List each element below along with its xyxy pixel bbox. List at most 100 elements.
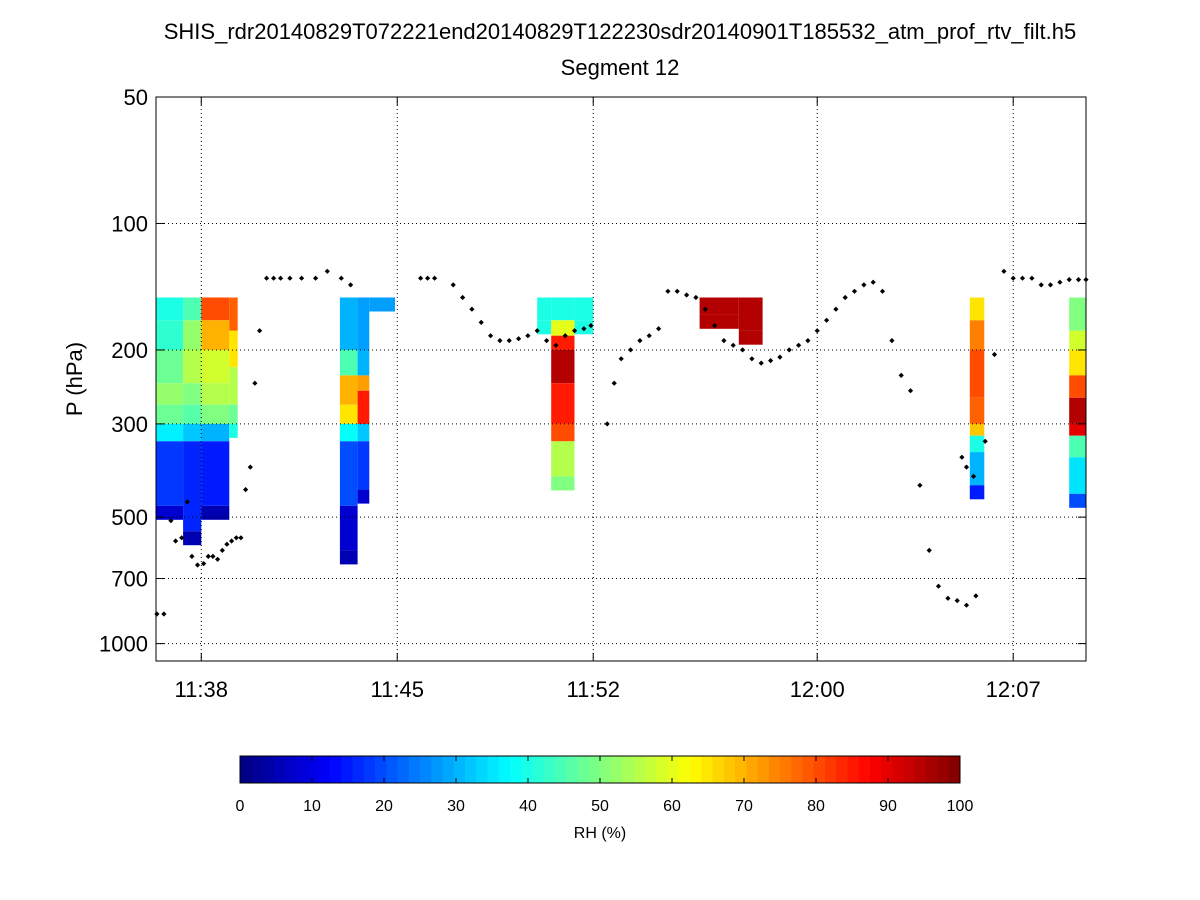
rh-cell: [229, 330, 238, 368]
scatter-point: [264, 275, 270, 281]
rh-cell: [969, 320, 985, 350]
scatter-point: [205, 553, 211, 559]
scatter-point: [425, 275, 431, 281]
y-tick-label: 100: [111, 211, 148, 236]
colorbar-segment: [386, 756, 398, 783]
rh-cell: [201, 423, 230, 442]
rh-cell: [183, 441, 202, 532]
scatter-point: [278, 275, 284, 281]
rh-cell: [738, 297, 763, 331]
rh-cells: [156, 297, 1086, 565]
chart-subtitle: Segment 12: [560, 55, 680, 80]
rh-cell: [551, 441, 575, 477]
colorbar-segment: [363, 756, 376, 783]
rh-cell: [969, 397, 985, 424]
rh-cell: [551, 423, 575, 442]
scatter-point: [861, 282, 867, 288]
colorbar-segment: [442, 756, 455, 783]
colorbar-segment: [780, 756, 792, 783]
colorbar-segment: [881, 756, 893, 783]
scatter-point: [1075, 277, 1082, 283]
scatter-point: [824, 317, 830, 323]
scatter-point: [1047, 282, 1054, 288]
colorbar-segment: [667, 756, 680, 783]
scatter-point: [721, 338, 727, 344]
rh-cell: [229, 404, 238, 424]
scatter-point: [970, 473, 977, 479]
colorbar-segment: [645, 756, 657, 783]
rh-cell: [551, 335, 575, 350]
rh-cell: [551, 320, 575, 336]
scatter-point: [954, 598, 960, 604]
y-tick-label: 500: [111, 505, 148, 530]
rh-cell: [369, 297, 395, 312]
rh-cell: [339, 550, 358, 565]
rh-cell: [183, 531, 202, 546]
rh-cell: [339, 375, 358, 405]
rh-cell: [551, 476, 575, 491]
rh-cell: [339, 423, 358, 442]
scatter-point: [287, 275, 293, 281]
scatter-point: [879, 288, 886, 294]
colorbar-segment: [836, 756, 848, 783]
rh-cell: [201, 320, 230, 350]
rh-cell: [156, 349, 184, 384]
colorbar-tick-label: 40: [519, 798, 537, 815]
colorbar-segment: [532, 756, 545, 783]
rh-cell: [699, 314, 739, 329]
x-tick-label: 12:07: [986, 677, 1041, 702]
rh-cell: [156, 423, 184, 442]
scatter-point: [611, 380, 617, 386]
rh-cell: [339, 441, 358, 506]
scatter-point: [313, 275, 319, 281]
colorbar-segment: [453, 756, 466, 783]
rh-cell: [969, 435, 985, 453]
colorbar-segment: [611, 756, 623, 783]
colorbar-segment: [543, 756, 556, 783]
colorbar-tick-label: 100: [947, 798, 974, 815]
scatter-point: [324, 268, 330, 274]
colorbar-tick-label: 80: [807, 798, 825, 815]
scatter-point: [674, 288, 680, 294]
colorbar-segment: [712, 756, 725, 783]
colorbar-segment: [926, 756, 938, 783]
scatter-point: [749, 356, 755, 362]
chart-title: SHIS_rdr20140829T072221end20140829T12223…: [163, 19, 1077, 44]
rh-cell: [183, 423, 202, 442]
colorbar-segment: [948, 756, 961, 783]
colorbar-segment: [285, 756, 297, 783]
plot-background: [156, 97, 1086, 661]
colorbar-segment: [262, 756, 275, 783]
scatter-point: [210, 553, 216, 559]
rh-cell: [969, 423, 985, 436]
scatter-point: [338, 275, 344, 281]
scatter-point: [194, 562, 201, 568]
rh-cell: [229, 297, 238, 331]
colorbar-segment: [251, 756, 263, 783]
colorbar-segment: [521, 756, 533, 783]
scatter-point: [553, 342, 559, 348]
colorbar-segment: [577, 756, 590, 783]
scatter-point: [271, 275, 277, 281]
scatter-point: [581, 326, 587, 332]
rh-cell: [1069, 297, 1086, 331]
rh-cell: [201, 297, 230, 321]
rh-cell: [969, 297, 985, 321]
scatter-point: [618, 356, 624, 362]
colorbar-segment: [487, 756, 500, 783]
rh-cell: [357, 375, 370, 391]
scatter-point: [907, 388, 914, 394]
colorbar-tick-label: 60: [663, 798, 681, 815]
scatter-point: [693, 294, 699, 301]
rh-cell: [574, 297, 594, 321]
scatter-point: [450, 282, 456, 288]
scatter-point: [1001, 268, 1007, 274]
colorbar-segment: [476, 756, 488, 783]
scatter-point: [926, 547, 932, 553]
plot-area: [156, 97, 1086, 661]
scatter-point: [1010, 275, 1016, 281]
scatter-point: [588, 323, 594, 329]
colorbar-segment: [622, 756, 635, 783]
rh-cell: [357, 297, 370, 350]
scatter-point: [637, 338, 643, 344]
